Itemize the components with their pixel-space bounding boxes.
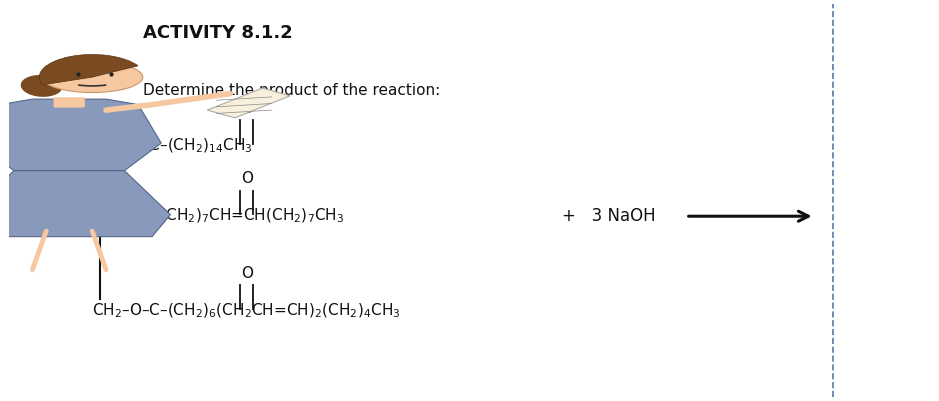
Ellipse shape	[21, 75, 63, 97]
Polygon shape	[208, 88, 290, 118]
Text: CH$_2$–O–C–(CH$_2$)$_{14}$CH$_3$: CH$_2$–O–C–(CH$_2$)$_{14}$CH$_3$	[92, 136, 253, 155]
Text: O: O	[240, 171, 253, 186]
Text: O: O	[240, 266, 253, 281]
Polygon shape	[0, 171, 171, 237]
Ellipse shape	[41, 62, 143, 93]
Text: CH–O–C–(CH$_2$)$_7$CH=CH(CH$_2$)$_7$CH$_3$: CH–O–C–(CH$_2$)$_7$CH=CH(CH$_2$)$_7$CH$_…	[92, 207, 345, 225]
Text: Determine the product of the reaction:: Determine the product of the reaction:	[143, 83, 440, 97]
Text: CH$_2$–O–C–(CH$_2$)$_6$(CH$_2$CH=CH)$_2$(CH$_2$)$_4$CH$_3$: CH$_2$–O–C–(CH$_2$)$_6$(CH$_2$CH=CH)$_2$…	[92, 301, 401, 320]
FancyBboxPatch shape	[54, 97, 85, 107]
Wedge shape	[39, 55, 138, 85]
Text: O: O	[240, 101, 253, 115]
Text: ACTIVITY 8.1.2: ACTIVITY 8.1.2	[143, 24, 293, 42]
Polygon shape	[0, 99, 162, 171]
Text: +   3 NaOH: + 3 NaOH	[562, 207, 655, 225]
